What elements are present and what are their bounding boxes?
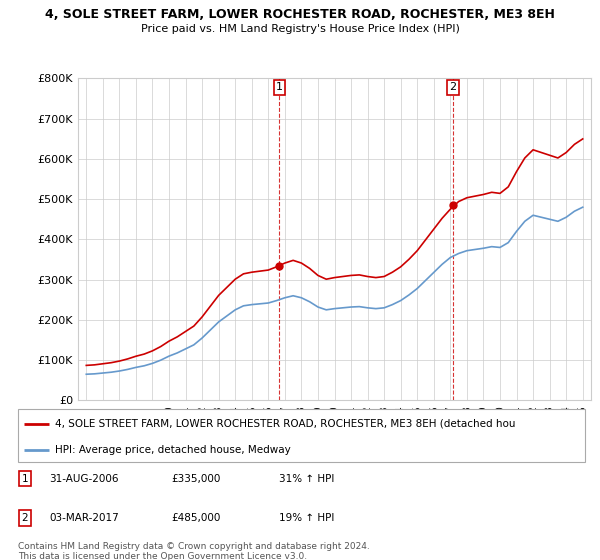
Text: Contains HM Land Registry data © Crown copyright and database right 2024.
This d: Contains HM Land Registry data © Crown c… xyxy=(18,542,370,560)
Text: 4, SOLE STREET FARM, LOWER ROCHESTER ROAD, ROCHESTER, ME3 8EH: 4, SOLE STREET FARM, LOWER ROCHESTER ROA… xyxy=(45,8,555,21)
Text: 31-AUG-2006: 31-AUG-2006 xyxy=(49,474,119,484)
Text: £485,000: £485,000 xyxy=(171,513,220,523)
FancyBboxPatch shape xyxy=(18,409,585,462)
Text: 4, SOLE STREET FARM, LOWER ROCHESTER ROAD, ROCHESTER, ME3 8EH (detached hou: 4, SOLE STREET FARM, LOWER ROCHESTER ROA… xyxy=(55,419,515,429)
Text: £335,000: £335,000 xyxy=(171,474,220,484)
Text: 2: 2 xyxy=(22,513,28,523)
Text: 19% ↑ HPI: 19% ↑ HPI xyxy=(279,513,334,523)
Text: 03-MAR-2017: 03-MAR-2017 xyxy=(49,513,119,523)
Text: 1: 1 xyxy=(22,474,28,484)
Text: HPI: Average price, detached house, Medway: HPI: Average price, detached house, Medw… xyxy=(55,445,290,455)
Text: 31% ↑ HPI: 31% ↑ HPI xyxy=(279,474,334,484)
Text: Price paid vs. HM Land Registry's House Price Index (HPI): Price paid vs. HM Land Registry's House … xyxy=(140,24,460,34)
Text: 1: 1 xyxy=(276,82,283,92)
Text: 2: 2 xyxy=(449,82,457,92)
